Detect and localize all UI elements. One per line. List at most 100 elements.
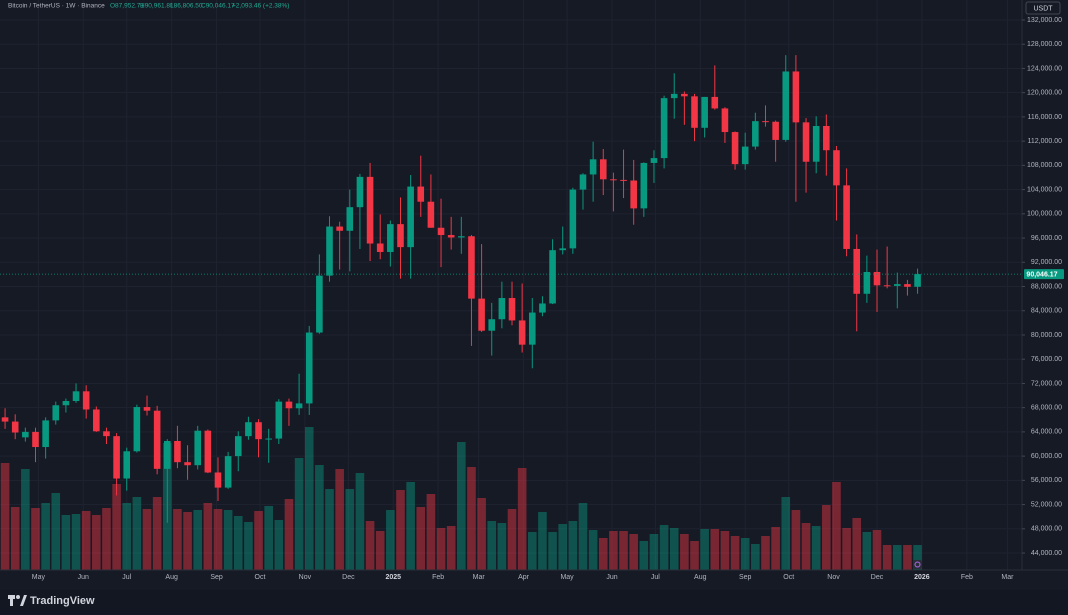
currency[interactable]: USDT	[1033, 5, 1053, 12]
last-price-box	[1024, 269, 1064, 280]
volume-bar	[365, 521, 375, 570]
volume-bar	[92, 515, 101, 570]
candle-body	[569, 189, 577, 249]
x-tick-label: Aug	[694, 574, 707, 581]
candle-body	[1, 417, 9, 422]
candle-body	[640, 162, 648, 209]
volume-bar	[568, 521, 578, 570]
volume-bar	[598, 538, 608, 570]
x-tick-label: May	[32, 574, 46, 581]
event-icon[interactable]	[913, 560, 922, 569]
y-tick-label: 68,000.00	[1031, 405, 1062, 412]
candle-body	[549, 250, 556, 304]
candle-body	[812, 125, 820, 162]
candle-body	[255, 422, 262, 440]
volume-bar	[304, 427, 314, 570]
x-tick-label: Aug	[165, 574, 178, 581]
volume-bar	[801, 523, 811, 570]
brand-logo	[8, 595, 27, 606]
volume-bar	[700, 529, 709, 570]
volume-bar	[497, 523, 507, 570]
candle-body	[275, 401, 283, 439]
volume-bar	[203, 503, 213, 570]
volume-bar	[832, 482, 841, 570]
candle-body	[498, 298, 506, 320]
y-tick-label: 84,000.00	[1031, 308, 1062, 315]
candle-body	[711, 96, 719, 109]
volume-bar	[233, 516, 243, 570]
candle-body	[184, 462, 191, 466]
y-tick-label: 92,000.00	[1031, 259, 1062, 266]
volume-bar	[761, 536, 770, 570]
y-tick-label: 112,000.00	[1027, 138, 1062, 145]
x-tick-label: Jul	[122, 574, 131, 581]
candle-body	[701, 96, 708, 128]
volume-bar	[183, 512, 192, 570]
volume-bar	[811, 526, 821, 570]
volume-bar	[822, 505, 831, 570]
volume-bar	[284, 499, 294, 570]
volume-bar	[31, 508, 40, 570]
volume-bar	[71, 514, 81, 570]
candle-body	[123, 451, 131, 479]
candle-body	[681, 93, 688, 97]
volume-bar	[669, 528, 679, 570]
candle-body	[792, 71, 800, 123]
candle-body	[224, 456, 232, 488]
candle-body	[316, 275, 323, 333]
volume-bar	[41, 503, 50, 570]
x-tick-label: Mar	[473, 574, 486, 581]
candle-body	[11, 421, 19, 433]
volume-bar	[213, 509, 223, 570]
volume-bar	[882, 545, 892, 570]
volume-pane	[0, 427, 922, 570]
volume-bar	[619, 531, 628, 570]
change: +2,093.46 (+2.38%)	[232, 3, 289, 10]
candle-body	[417, 186, 425, 202]
candle-body	[174, 440, 181, 463]
y-tick-label: 88,000.00	[1031, 283, 1062, 290]
y-tick-label: 100,000.00	[1027, 211, 1062, 218]
candle-body	[670, 93, 678, 99]
y-tick-label: 56,000.00	[1031, 477, 1062, 484]
currency-button[interactable]	[1025, 1, 1061, 15]
candle-body	[741, 146, 749, 165]
x-tick-label: May	[560, 574, 574, 581]
volume-bar	[538, 512, 547, 570]
candle-body	[93, 409, 100, 432]
volume-bar	[21, 469, 30, 570]
last-price-label: 90,046.17	[1026, 271, 1057, 278]
candle-body	[488, 319, 496, 331]
volume-bar	[294, 458, 304, 570]
candle-body	[194, 430, 202, 466]
candle-body	[356, 176, 364, 208]
candle-body	[833, 150, 840, 186]
candle-body	[62, 400, 70, 406]
x-tick-label: Jun	[606, 574, 617, 581]
candle-body	[265, 438, 272, 440]
candle-body	[204, 430, 212, 473]
volume-bar	[51, 493, 61, 570]
volume-bar	[315, 465, 324, 570]
volume-bar	[730, 536, 740, 570]
candle-body	[559, 248, 567, 251]
volume-bar	[152, 497, 162, 570]
volume-bar	[791, 510, 801, 570]
volume-bar	[507, 509, 517, 570]
volume-bar	[892, 545, 902, 570]
price-axis: 44,000.00 48,000.00 52,000.00 56,000.00 60,0…	[1022, 17, 1062, 557]
volume-bar	[375, 531, 385, 570]
event-icon-mark	[914, 561, 921, 568]
volume-bar	[680, 534, 689, 570]
candle-body	[468, 236, 475, 299]
candle-body	[782, 71, 790, 140]
volume-bar	[913, 545, 922, 570]
volume-bar	[457, 442, 466, 570]
volume-bar	[903, 545, 912, 570]
x-tick-label: Nov	[827, 574, 840, 581]
candle-body	[518, 320, 526, 345]
volume-bar	[720, 531, 730, 570]
candle-body	[295, 403, 303, 409]
